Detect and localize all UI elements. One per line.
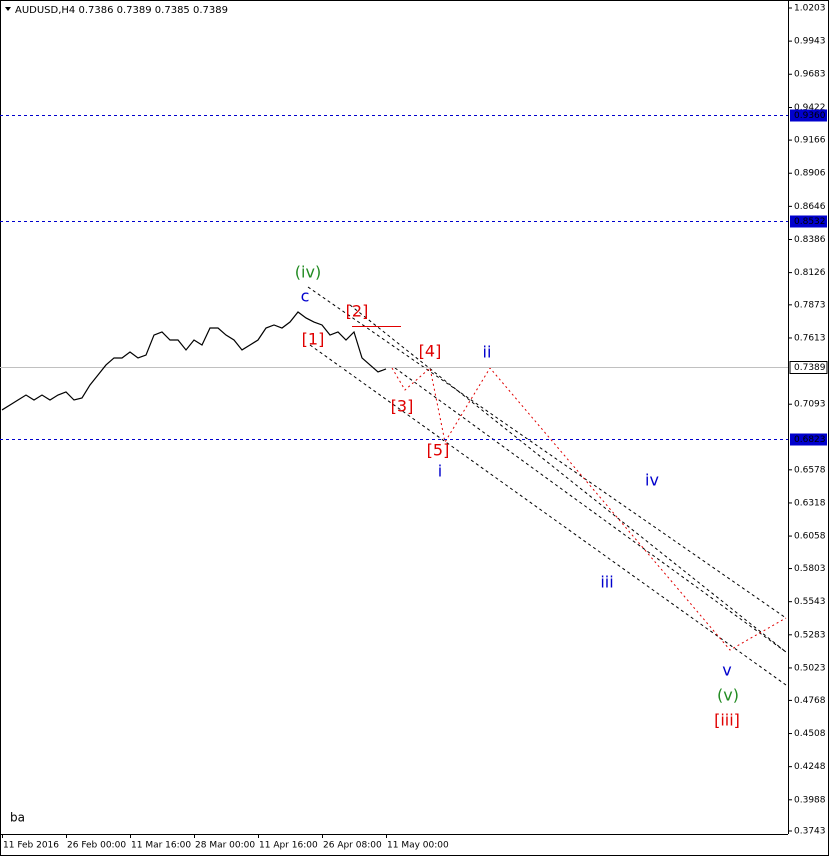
x-tick-label: 26 Apr 08:00 (323, 841, 382, 851)
y-tick-label: 0.3988 (794, 795, 826, 805)
wave-label: iii (600, 573, 613, 592)
y-tick-label: 0.8386 (794, 235, 826, 245)
y-tick-label: 0.6058 (794, 532, 826, 542)
y-tick-label: 0.5283 (794, 630, 826, 640)
level-label-box (790, 215, 827, 228)
y-tick-label: 0.8906 (794, 169, 826, 179)
chart-title: AUDUSD,H4 0.7386 0.7389 0.7385 0.7389 (15, 5, 228, 16)
last-price-label: 0.7389 (794, 363, 826, 373)
wave-label: c (301, 287, 310, 306)
x-tick-label: 11 May 00:00 (387, 841, 449, 851)
y-tick-label: 0.9943 (794, 37, 826, 47)
x-tick-label: 26 Feb 00:00 (67, 841, 126, 851)
level-label: 0.6823 (794, 435, 826, 445)
wave-label: [1] (302, 330, 325, 349)
wave-label: [5] (427, 441, 450, 460)
y-tick-label: 0.7613 (794, 333, 826, 343)
menu-arrow (5, 7, 11, 11)
projection-path (391, 367, 787, 651)
y-tick-label: 0.6578 (794, 465, 826, 475)
level-label-box (790, 433, 827, 446)
y-tick-label: 0.3743 (794, 827, 826, 837)
wave-label: (iv) (295, 263, 321, 282)
y-tick-label: 0.5023 (794, 663, 826, 673)
y-tick-label: 0.9166 (794, 136, 826, 146)
channel-lines (307, 286, 787, 686)
y-tick-label: 0.4768 (794, 696, 826, 706)
last-price-box (789, 361, 828, 374)
wave-label: iv (645, 471, 659, 490)
wave-label: v (722, 661, 731, 680)
level-label-box (790, 109, 827, 122)
y-tick-label: 0.8126 (794, 268, 826, 278)
wave-label: [2] (346, 302, 369, 321)
level-label: 0.9360 (794, 111, 826, 121)
y-tick-label: 0.7093 (794, 400, 826, 410)
wave-label: [iii] (714, 711, 740, 730)
channel-line (394, 367, 787, 653)
wave-label: (v) (717, 686, 739, 705)
x-tick-label: 11 Mar 16:00 (131, 841, 191, 851)
x-tick-label: 11 Feb 2016 (3, 841, 59, 851)
y-tick-label: 0.7873 (794, 300, 826, 310)
wave-label: ii (483, 343, 492, 362)
y-tick-label: 0.4248 (794, 762, 826, 772)
y-tick-label: 0.9422 (794, 103, 826, 113)
wave-label: [4] (419, 342, 442, 361)
y-tick-label: 0.8646 (794, 202, 826, 212)
price-line (1, 311, 387, 411)
channel-line (307, 286, 787, 619)
y-tick-label: 0.4508 (794, 729, 826, 739)
x-tick-label: 28 Mar 00:00 (195, 841, 255, 851)
footer-label: ba (10, 811, 25, 825)
x-tick-label: 11 Apr 16:00 (259, 841, 318, 851)
y-tick-label: 0.5543 (794, 597, 826, 607)
wave-label: [3] (391, 397, 414, 416)
y-tick-label: 0.5803 (794, 564, 826, 574)
y-tick-label: 1.0203 (794, 4, 826, 14)
channel-line (349, 304, 787, 653)
level-label: 0.8532 (794, 217, 826, 227)
y-tick-label: 0.9683 (794, 70, 826, 80)
y-tick-label: 0.6318 (794, 498, 826, 508)
channel-line (309, 344, 787, 686)
wave-label: i (438, 462, 442, 481)
